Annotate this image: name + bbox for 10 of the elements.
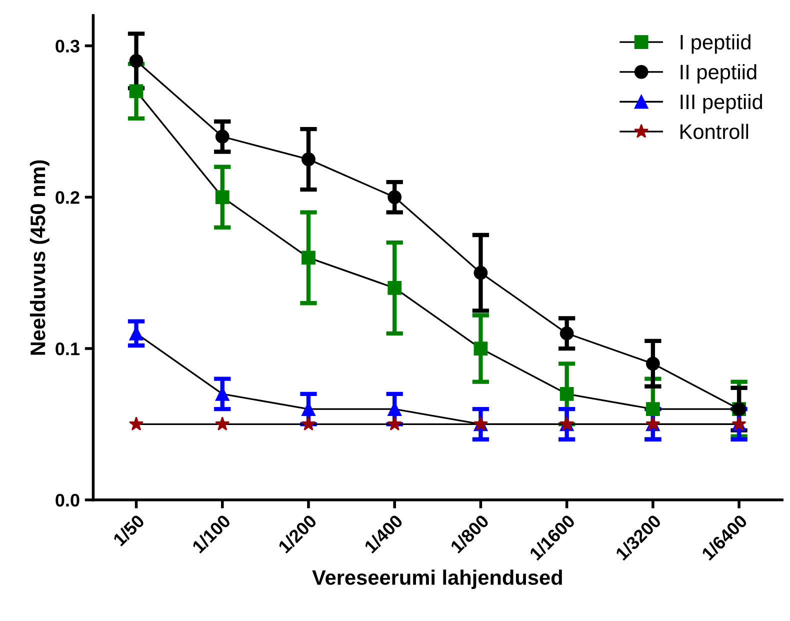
legend-label: II peptiid <box>680 64 756 84</box>
y-tick-label: 0.1 <box>56 342 80 356</box>
y-tick-label: 0.2 <box>56 191 80 204</box>
legend-label: I peptiid <box>680 34 750 54</box>
legend-label: III peptiid <box>680 94 762 114</box>
y-tick-label: 0.0 <box>56 494 80 507</box>
y-axis-title: Neelduvus (450 nm) <box>30 160 50 355</box>
x-axis-title: Vereseerumi lahjendused <box>312 570 562 590</box>
legend-label: Kontroll <box>680 124 748 140</box>
y-tick-label: 0.3 <box>56 40 80 53</box>
